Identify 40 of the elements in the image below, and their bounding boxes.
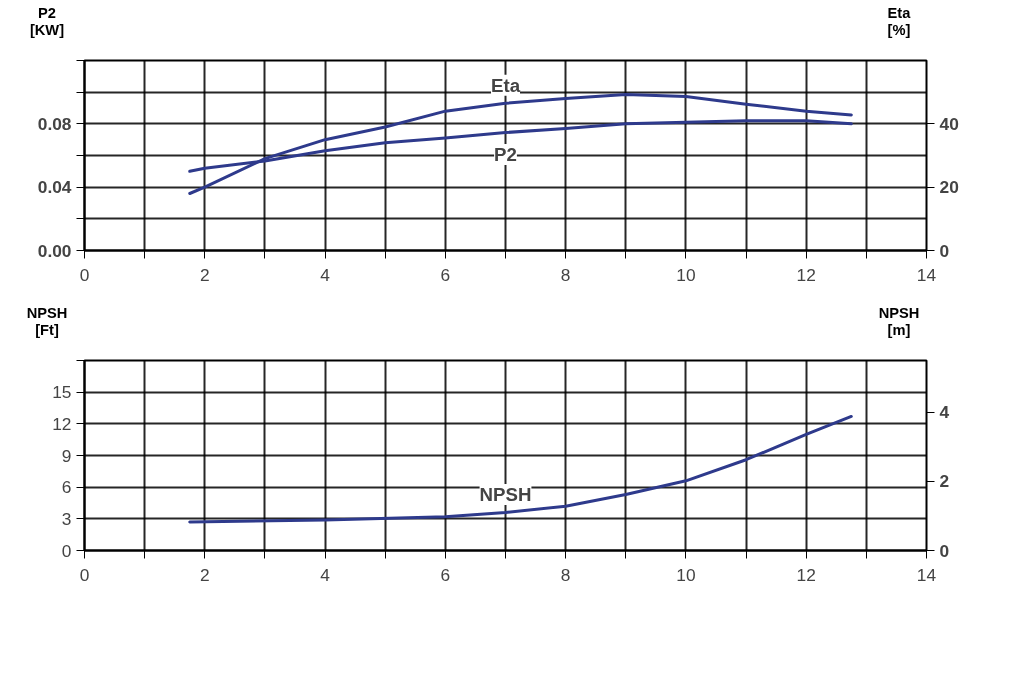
x-tick-label: 12 [796,564,816,585]
x-tick-label: 14 [916,264,937,285]
x-tick-label: 0 [79,564,90,585]
y2-tick-label: 20 [939,177,959,198]
y2-tick-label: 2 [939,471,950,492]
x-tick-label: 10 [676,564,696,585]
x-tick-label: 2 [199,264,210,285]
y-tick-label: 6 [61,477,72,498]
y2-axis-title: Eta [%] [887,5,911,39]
y-tick-label: 0.04 [37,177,72,198]
y-tick-label: 0.00 [37,240,72,261]
x-tick-label: 2 [199,564,210,585]
x-tick-label: 8 [560,264,571,285]
x-tick-label: 12 [796,264,816,285]
x-tick-label: 6 [440,264,451,285]
series-label: NPSH [479,484,532,505]
x-tick-label: 14 [916,564,937,585]
y2-tick-label: 0 [939,240,950,261]
y2-axis-title: NPSH [m] [878,305,920,339]
y-tick-label: 12 [52,413,72,434]
series-label: Eta [490,74,521,96]
y-axis-title: NPSH [Ft] [26,305,68,339]
y2-tick-label: 0 [939,540,950,561]
x-tick-label: 4 [320,564,331,585]
x-tick-label: 10 [676,264,696,285]
y-tick-label: 0 [61,540,72,561]
y-tick-label: 0.08 [37,113,72,134]
line-series [188,92,853,195]
y2-tick-label: 4 [939,402,950,423]
y2-tick-label: 40 [939,113,959,134]
y-tick-label: 3 [61,508,72,529]
y-tick-label: 15 [52,382,72,403]
line-series [188,414,853,524]
x-tick-label: 4 [320,264,331,285]
series-label: P2 [494,144,517,166]
y-tick-label: 9 [61,445,72,466]
x-tick-label: 6 [440,564,451,585]
y-axis-title: P2 [KW] [29,5,65,39]
x-tick-label: 0 [79,264,90,285]
x-tick-label: 8 [560,564,571,585]
